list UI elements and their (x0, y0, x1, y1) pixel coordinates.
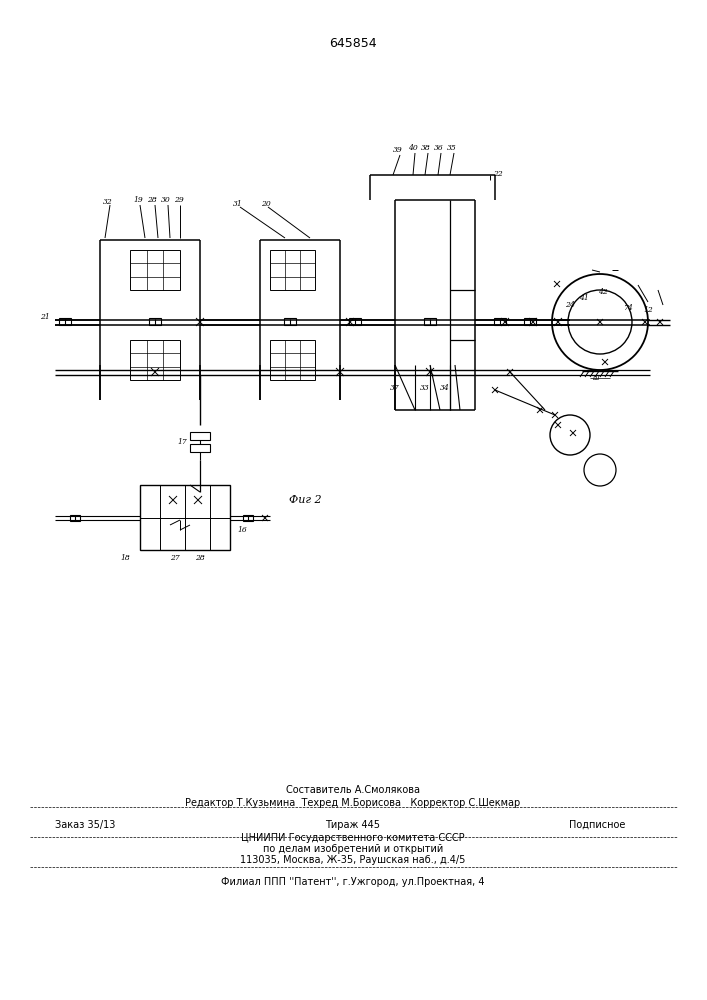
Bar (284, 318, 296, 325)
Text: 113035, Москва, Ж-35, Раушская наб., д.4/5: 113035, Москва, Ж-35, Раушская наб., д.4… (240, 855, 466, 865)
Bar (243, 515, 253, 521)
Bar (349, 318, 361, 325)
Text: Тираж 445: Тираж 445 (325, 820, 380, 830)
Text: 21: 21 (40, 313, 50, 321)
Text: 24: 24 (565, 301, 575, 309)
Text: 32: 32 (103, 198, 113, 206)
Text: 16: 16 (237, 526, 247, 534)
Text: 27: 27 (170, 554, 180, 562)
Text: 41: 41 (579, 294, 589, 302)
Bar (270, 250, 315, 290)
Bar (130, 340, 180, 380)
Bar (130, 250, 180, 290)
Bar (270, 340, 315, 380)
Text: ш: ш (592, 375, 600, 381)
Bar (70, 515, 80, 521)
Text: 31: 31 (233, 200, 243, 208)
Bar (524, 318, 536, 325)
Text: Подписное: Подписное (568, 820, 625, 830)
Text: по делам изобретений и открытий: по делам изобретений и открытий (263, 844, 443, 854)
Text: 39: 39 (393, 146, 403, 154)
Text: 22: 22 (493, 170, 503, 178)
Text: 35: 35 (447, 144, 457, 152)
Text: 18: 18 (120, 554, 130, 562)
Text: 645854: 645854 (329, 37, 377, 50)
Bar (59, 318, 71, 325)
Text: 20: 20 (261, 200, 271, 208)
Text: 17: 17 (177, 438, 187, 446)
Text: 34: 34 (440, 384, 450, 392)
Text: 28: 28 (147, 196, 157, 204)
Bar (190, 432, 210, 440)
Bar (424, 318, 436, 325)
Text: Составитель А.Смолякова: Составитель А.Смолякова (286, 785, 420, 795)
Text: 38: 38 (421, 144, 431, 152)
Text: 29: 29 (174, 196, 184, 204)
Text: Филиал ППП ''Патент'', г.Ужгород, ул.Проектная, 4: Филиал ППП ''Патент'', г.Ужгород, ул.Про… (221, 877, 485, 887)
Text: 42: 42 (598, 288, 608, 296)
Text: 37: 37 (390, 384, 400, 392)
Text: ЦНИИПИ Государственного комитета СССР: ЦНИИПИ Государственного комитета СССР (241, 833, 464, 843)
Text: 40: 40 (408, 144, 418, 152)
Bar (494, 318, 506, 325)
Text: 12: 12 (643, 306, 653, 314)
Bar (190, 444, 210, 452)
Text: Фиг 2: Фиг 2 (288, 495, 321, 505)
Text: Редактор Т.Кузьмина  Техред М.Борисова   Корректор С.Шекмар: Редактор Т.Кузьмина Техред М.Борисова Ко… (185, 798, 520, 808)
Bar (149, 318, 161, 325)
Text: Заказ 35/13: Заказ 35/13 (55, 820, 115, 830)
Text: 30: 30 (161, 196, 171, 204)
Text: 36: 36 (434, 144, 444, 152)
Text: 33: 33 (420, 384, 430, 392)
Text: 19: 19 (133, 196, 143, 204)
Text: 28: 28 (195, 554, 205, 562)
Text: 74: 74 (623, 304, 633, 312)
Bar (140, 485, 230, 550)
